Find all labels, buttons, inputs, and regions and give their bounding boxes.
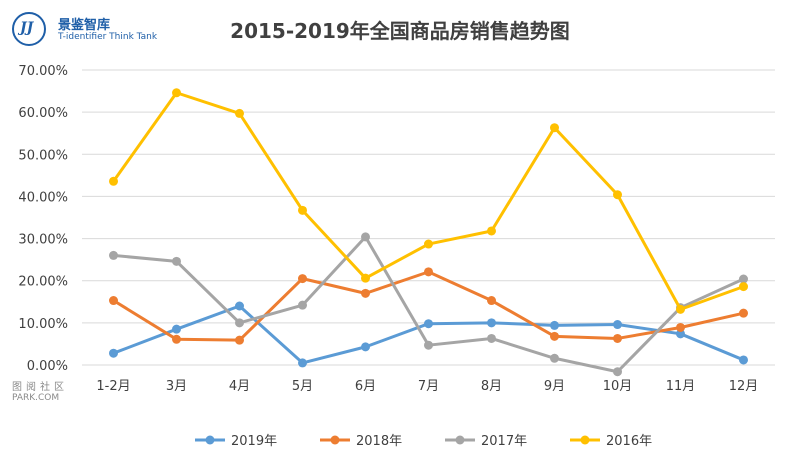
- data-point: [298, 205, 307, 215]
- logo: JJ 景鉴智库 T-identifier Think Tank: [12, 12, 182, 48]
- data-point: [487, 226, 496, 236]
- x-tick-label: 4月: [229, 379, 250, 394]
- x-tick-label: 9月: [544, 379, 565, 394]
- data-point: [109, 348, 118, 358]
- data-point: [613, 190, 622, 200]
- series-line: [113, 235, 745, 374]
- data-point: [550, 331, 559, 341]
- data-point: [424, 319, 433, 329]
- data-point: [487, 333, 496, 343]
- series-line: [112, 91, 745, 311]
- data-point: [676, 322, 685, 332]
- data-point: [109, 296, 118, 306]
- x-axis: 1-2月 3月 4月 5月 6月 7月 8月 9月 10月 11月 12月: [96, 379, 758, 394]
- logo-mark: JJ: [20, 20, 34, 36]
- data-point: [424, 340, 433, 350]
- series-lines: [109, 88, 748, 377]
- data-point: [172, 88, 181, 98]
- data-point: [424, 239, 433, 249]
- legend-marker: [455, 435, 465, 445]
- watermark-line2: PARK.COM: [12, 393, 60, 403]
- x-tick-label: 8月: [481, 379, 502, 394]
- data-point: [361, 273, 370, 283]
- legend-marker: [330, 435, 340, 445]
- series-2017年: [109, 232, 748, 377]
- y-tick-label: 20.00%: [18, 275, 68, 290]
- x-tick-label: 3月: [166, 379, 187, 394]
- x-tick-label: 11月: [666, 379, 696, 394]
- data-point: [550, 320, 559, 330]
- y-tick-label: 70.00%: [18, 64, 68, 79]
- legend-label: 2016年: [606, 434, 652, 449]
- y-tick-label: 60.00%: [18, 106, 68, 121]
- data-point: [613, 320, 622, 330]
- legend-label: 2018年: [356, 434, 402, 449]
- legend-marker: [580, 435, 590, 445]
- data-point: [739, 274, 748, 284]
- x-tick-label: 7月: [418, 379, 439, 394]
- data-point: [298, 274, 307, 284]
- logo-name: 景鉴智库: [58, 18, 111, 33]
- data-point: [298, 300, 307, 310]
- data-point: [109, 250, 118, 260]
- data-point: [487, 318, 496, 328]
- data-point: [172, 334, 181, 344]
- data-point: [613, 333, 622, 343]
- series-2019年: [109, 301, 748, 368]
- logo-emblem-icon: JJ: [12, 12, 46, 46]
- chart-title: 2015-2019年全国商品房销售趋势图: [230, 19, 570, 43]
- x-tick-label: 5月: [292, 379, 313, 394]
- y-axis: 0.00% 10.00% 20.00% 30.00% 40.00% 50.00% 60.00…: [18, 64, 68, 374]
- data-point: [739, 355, 748, 365]
- x-tick-label: 1-2月: [96, 379, 130, 394]
- watermark: 图阅社区 PARK.COM: [12, 378, 82, 403]
- data-point: [739, 282, 748, 292]
- watermark-line1: 图阅社区: [12, 382, 68, 393]
- data-point: [172, 256, 181, 266]
- data-point: [613, 367, 622, 377]
- data-point: [235, 335, 244, 345]
- y-tick-label: 30.00%: [18, 233, 68, 248]
- logo-subtitle: T-identifier Think Tank: [58, 32, 158, 42]
- legend-label: 2017年: [481, 434, 527, 449]
- data-point: [550, 123, 559, 133]
- legend-label: 2019年: [231, 434, 277, 449]
- y-tick-label: 50.00%: [18, 148, 68, 163]
- legend-marker: [205, 435, 215, 445]
- data-point: [550, 353, 559, 363]
- series-2016年: [109, 88, 748, 314]
- data-point: [361, 342, 370, 352]
- y-tick-label: 0.00%: [27, 359, 68, 374]
- data-point: [676, 304, 685, 314]
- x-tick-label: 10月: [603, 379, 633, 394]
- data-point: [109, 176, 118, 186]
- data-point: [235, 108, 244, 118]
- data-point: [424, 267, 433, 277]
- y-tick-label: 10.00%: [18, 317, 68, 332]
- x-tick-label: 6月: [355, 379, 376, 394]
- y-tick-label: 40.00%: [18, 190, 68, 205]
- legend: 2019年 2018年 2017年 2016年: [195, 434, 652, 449]
- data-point: [676, 329, 685, 339]
- x-tick-label: 12月: [729, 379, 759, 394]
- data-point: [298, 358, 307, 368]
- data-point: [235, 301, 244, 311]
- data-point: [361, 288, 370, 298]
- data-point: [235, 318, 244, 328]
- data-point: [361, 232, 370, 242]
- data-point: [487, 296, 496, 306]
- data-point: [172, 324, 181, 334]
- series-2018年: [109, 267, 748, 345]
- data-point: [739, 308, 748, 318]
